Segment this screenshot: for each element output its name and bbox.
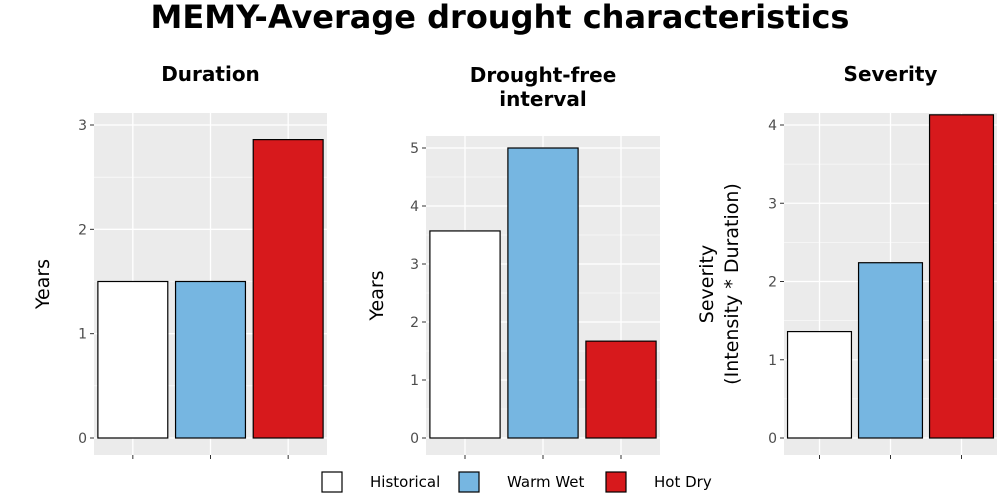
y-tick-label: 2 xyxy=(410,315,419,331)
bar-historical xyxy=(97,280,169,439)
bar-hot-dry xyxy=(585,340,657,439)
bar-warm-wet xyxy=(507,147,579,439)
figure-title: MEMY-Average drought characteristics xyxy=(151,0,850,36)
y-axis-label: (Intensity * Duration) xyxy=(721,183,743,385)
y-tick-label: 4 xyxy=(768,118,777,134)
panel-title: interval xyxy=(499,87,586,111)
legend: Historical Warm Wet Hot Dry xyxy=(321,471,712,493)
y-tick-label: 3 xyxy=(410,257,419,273)
y-tick-label: 0 xyxy=(410,431,419,447)
y-tick-label: 1 xyxy=(410,373,419,389)
bar-historical xyxy=(429,230,501,439)
bar-hot-dry xyxy=(252,139,324,439)
y-axis-label: Years xyxy=(32,259,54,310)
y-axis-label: Severity xyxy=(696,245,718,323)
y-tick-label: 0 xyxy=(768,431,777,447)
bar-hot-dry xyxy=(928,114,995,439)
bar-historical xyxy=(786,330,853,439)
y-tick-label: 4 xyxy=(410,199,419,215)
legend-swatch-warm-wet xyxy=(458,471,480,493)
y-tick-label: 5 xyxy=(410,141,419,157)
y-tick-label: 2 xyxy=(768,275,777,291)
panel-title: Severity xyxy=(844,62,938,86)
y-tick-label: 3 xyxy=(768,196,777,212)
legend-label: Historical xyxy=(370,473,440,491)
y-axis-label: Years xyxy=(366,270,388,321)
bar-warm-wet xyxy=(857,262,924,439)
panel-1: 0 1 2 3 Duration Years xyxy=(32,62,327,459)
y-tick-label: 1 xyxy=(768,353,777,369)
legend-label: Warm Wet xyxy=(507,473,585,491)
y-tick-label: 0 xyxy=(78,431,87,447)
panels: 0 1 2 3 Duration Years 0 1 2 3 4 5 Drought-freeinter… xyxy=(32,62,997,459)
bar-warm-wet xyxy=(174,280,247,439)
legend-swatch-historical xyxy=(321,471,343,493)
y-tick-label: 3 xyxy=(78,118,87,134)
panel-title: Drought-free xyxy=(470,63,617,87)
y-tick-label: 2 xyxy=(78,222,87,238)
panel-title: Duration xyxy=(161,62,260,86)
y-tick-label: 1 xyxy=(78,327,87,343)
legend-label: Hot Dry xyxy=(654,473,712,491)
legend-swatch-hot-dry xyxy=(605,471,627,493)
